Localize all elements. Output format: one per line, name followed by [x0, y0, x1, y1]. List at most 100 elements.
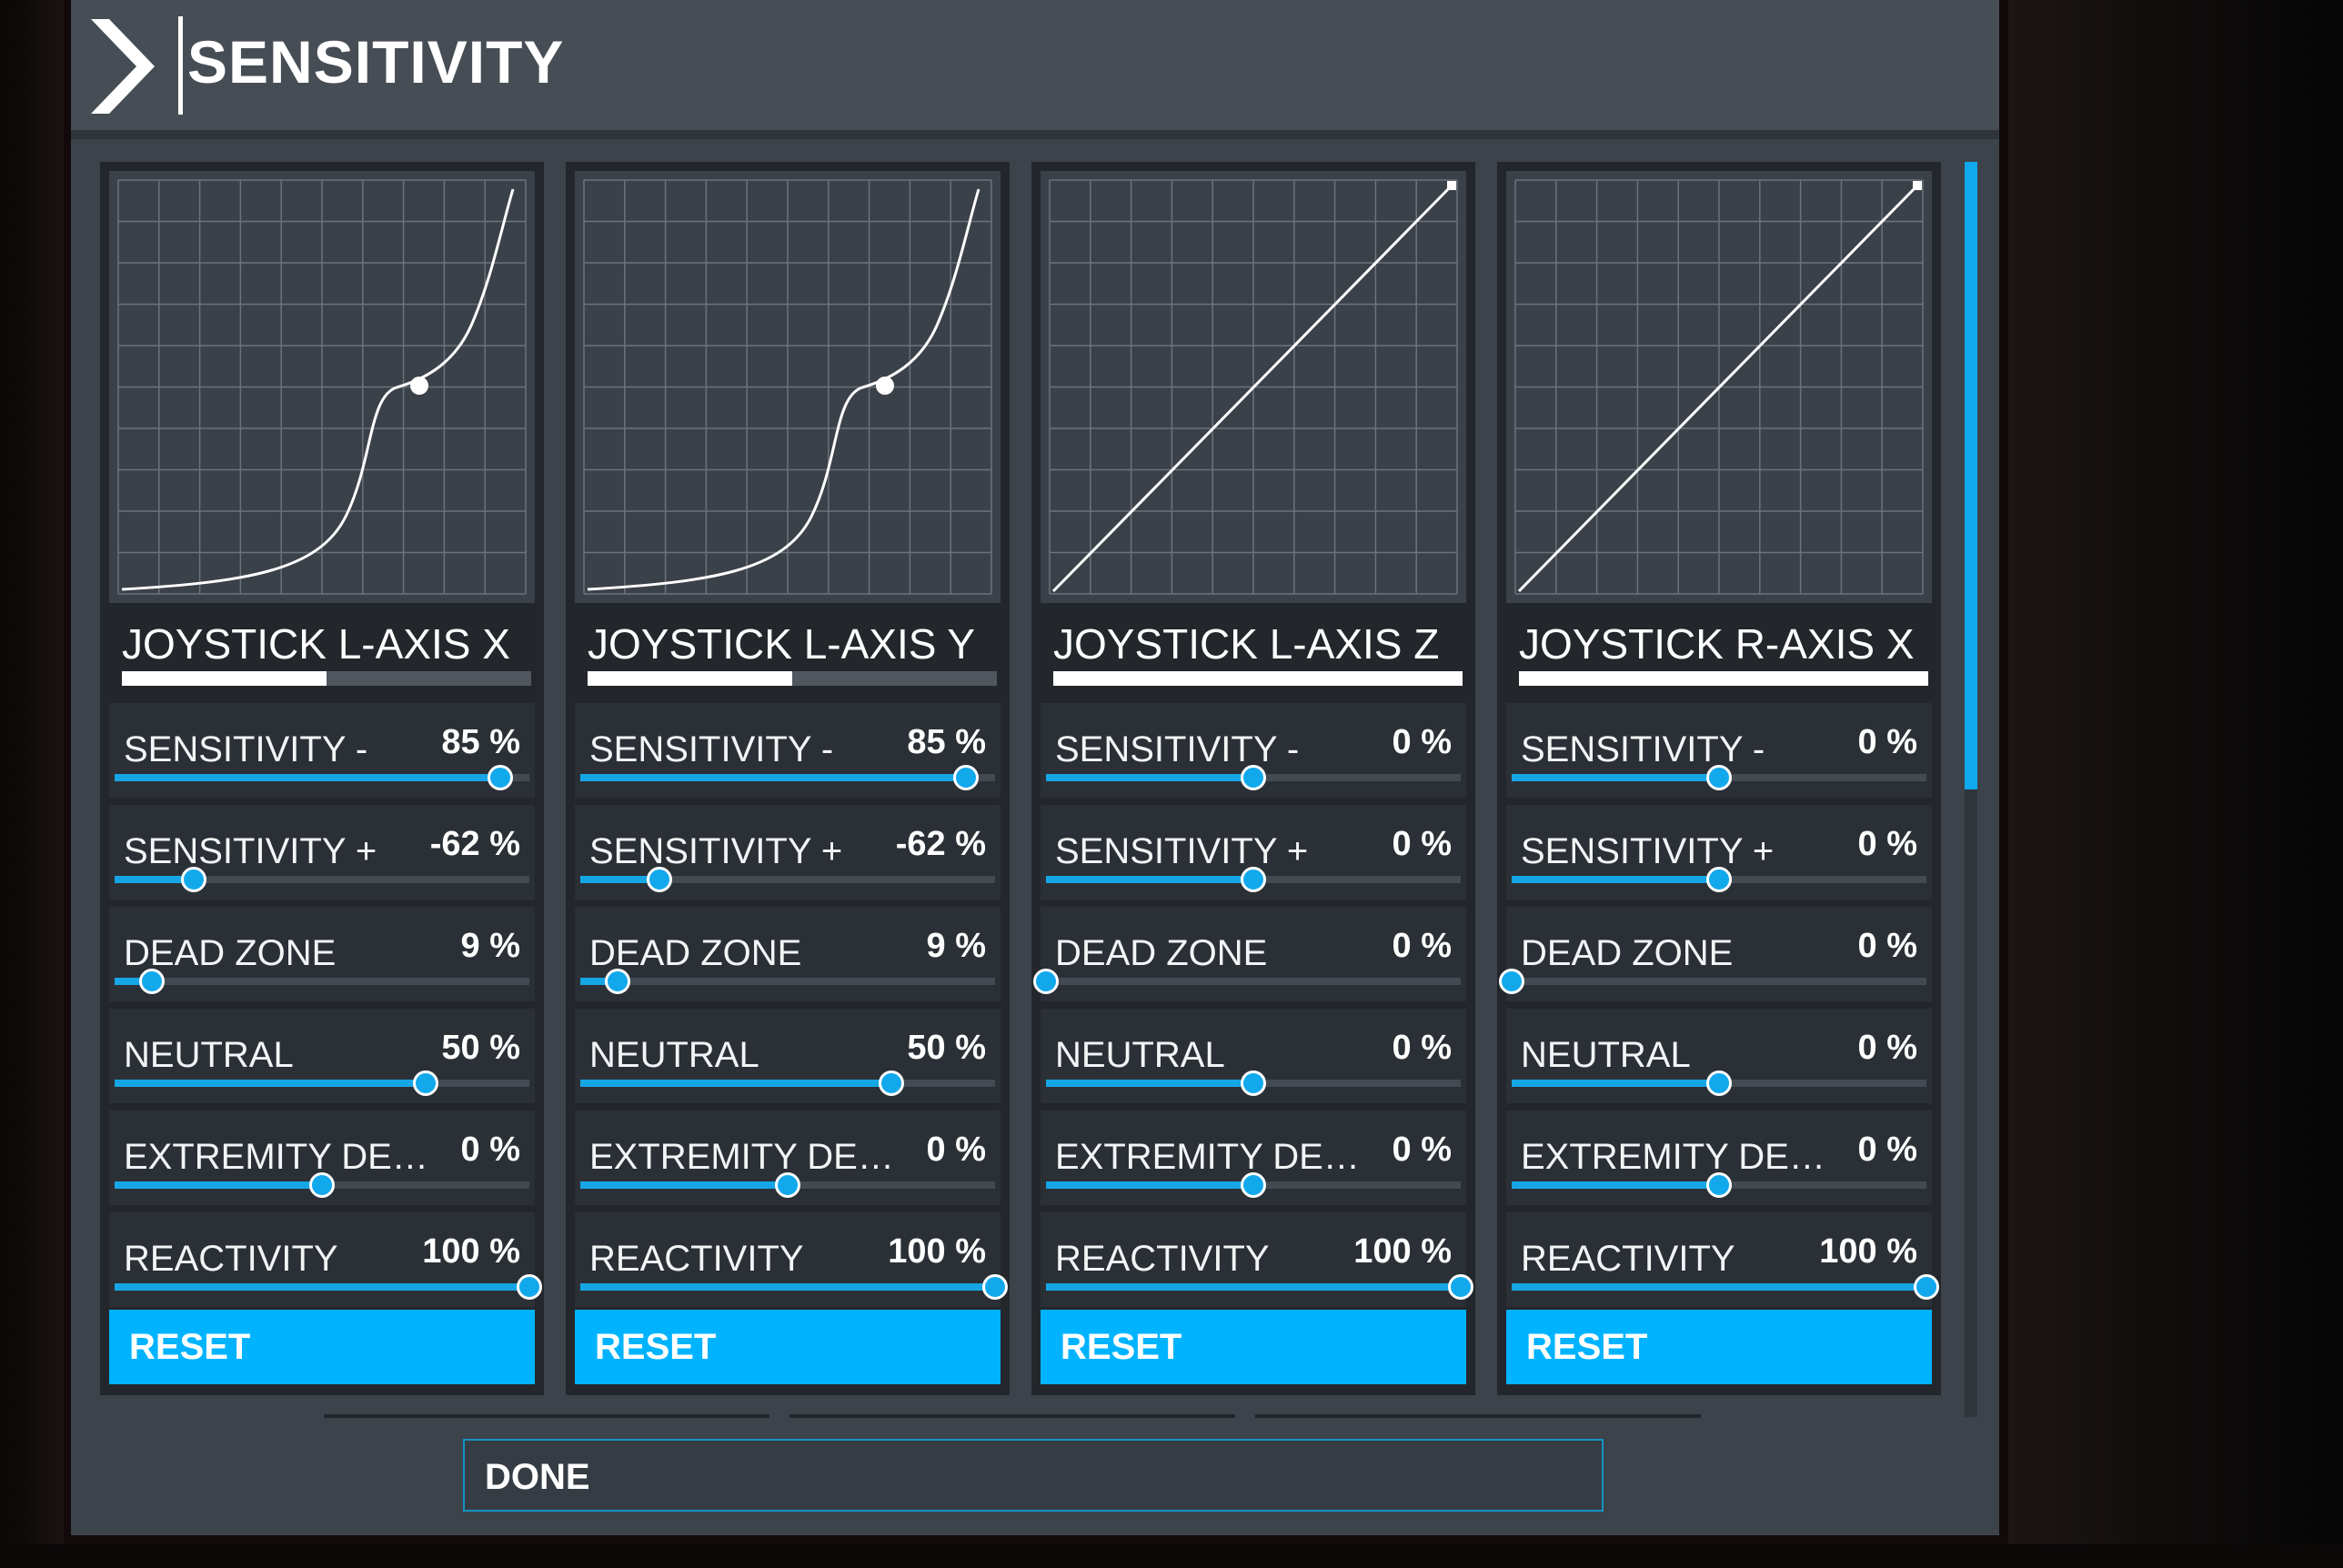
slider-thumb[interactable] — [139, 969, 166, 994]
setting-label: SENSITIVITY + — [124, 831, 377, 871]
setting-label: NEUTRAL — [124, 1035, 294, 1075]
setting-slider[interactable] — [115, 1070, 529, 1096]
setting-value: 0 % — [1392, 1029, 1452, 1067]
setting-label: SENSITIVITY + — [1055, 831, 1309, 871]
neutral-point-marker — [876, 377, 894, 395]
slider-thumb[interactable] — [1499, 969, 1524, 994]
slider-thumb[interactable] — [1448, 1274, 1473, 1300]
setting-slider[interactable] — [1512, 1070, 1926, 1096]
slider-thumb[interactable] — [1706, 867, 1732, 892]
setting-row-sensitivity-minus: SENSITIVITY - 0 % — [1506, 703, 1932, 798]
setting-slider[interactable] — [115, 1172, 529, 1198]
setting-slider[interactable] — [580, 969, 995, 994]
setting-slider[interactable] — [1512, 1274, 1939, 1300]
setting-slider[interactable] — [580, 1274, 1008, 1300]
setting-value: 100 % — [1353, 1232, 1452, 1271]
setting-label: EXTREMITY DEAD ZONE — [1521, 1137, 1830, 1177]
setting-value: 9 % — [460, 927, 520, 965]
setting-slider[interactable] — [1046, 1070, 1461, 1096]
axis-input-fill — [588, 671, 792, 686]
setting-slider[interactable] — [1046, 765, 1461, 790]
setting-label: DEAD ZONE — [124, 933, 337, 973]
setting-slider[interactable] — [1046, 867, 1461, 892]
slider-thumb[interactable] — [982, 1274, 1008, 1300]
slider-thumb[interactable] — [1706, 1070, 1732, 1096]
slider-fill — [1512, 1080, 1719, 1087]
vertical-scrollbar[interactable] — [1965, 162, 1977, 1417]
slider-thumb[interactable] — [1241, 867, 1266, 892]
slider-thumb[interactable] — [879, 1070, 904, 1096]
setting-value: 100 % — [888, 1232, 986, 1271]
slider-fill — [115, 1181, 322, 1189]
setting-value: 0 % — [1392, 1131, 1452, 1169]
setting-slider[interactable] — [1033, 969, 1461, 994]
slider-thumb[interactable] — [953, 765, 980, 790]
axis-title: JOYSTICK L-AXIS Y — [588, 620, 976, 668]
setting-slider[interactable] — [580, 765, 995, 790]
slider-thumb[interactable] — [605, 969, 631, 994]
setting-slider[interactable] — [115, 867, 529, 892]
reset-button[interactable]: RESET — [575, 1310, 1001, 1384]
setting-slider[interactable] — [580, 867, 995, 892]
slider-thumb[interactable] — [1033, 969, 1059, 994]
setting-slider[interactable] — [1046, 1172, 1461, 1198]
slider-fill — [1046, 1080, 1253, 1087]
setting-row-sensitivity-plus: SENSITIVITY + -62 % — [109, 805, 535, 900]
slider-fill — [1512, 1181, 1719, 1189]
setting-slider[interactable] — [115, 1274, 542, 1300]
setting-label: EXTREMITY DEAD ZONE — [1055, 1137, 1364, 1177]
reset-button[interactable]: RESET — [109, 1310, 535, 1384]
axis-input-bar — [1519, 671, 1928, 686]
setting-value: 0 % — [460, 1131, 520, 1169]
setting-value: 0 % — [1392, 825, 1452, 863]
setting-label: NEUTRAL — [589, 1035, 759, 1075]
graph-grid — [1514, 179, 1924, 595]
setting-slider[interactable] — [580, 1070, 995, 1096]
setting-slider[interactable] — [115, 765, 529, 790]
setting-row-sensitivity-minus: SENSITIVITY - 0 % — [1041, 703, 1466, 798]
background-left — [0, 0, 64, 1568]
axis-panel-l-axis-z: JOYSTICK L-AXIS Z SENSITIVITY - 0 % SENS… — [1031, 162, 1475, 1395]
setting-slider[interactable] — [1512, 1172, 1926, 1198]
done-button-label: DONE — [485, 1457, 590, 1497]
axis-panel-l-axis-x: JOYSTICK L-AXIS X SENSITIVITY - 85 % SEN… — [100, 162, 544, 1395]
setting-slider[interactable] — [1499, 969, 1926, 994]
setting-row-sensitivity-plus: SENSITIVITY + 0 % — [1041, 805, 1466, 900]
setting-row-sensitivity-minus: SENSITIVITY - 85 % — [575, 703, 1001, 798]
slider-thumb[interactable] — [1914, 1274, 1939, 1300]
slider-thumb[interactable] — [517, 1274, 542, 1300]
setting-label: DEAD ZONE — [1055, 933, 1268, 973]
sensitivity-dialog: SENSITIVITY JOYSTICK L-AXIS X SENSITIVIT… — [71, 0, 1999, 1535]
slider-thumb[interactable] — [1241, 1070, 1266, 1096]
setting-value: 50 % — [441, 1029, 520, 1067]
setting-row-dead-zone: DEAD ZONE 9 % — [575, 907, 1001, 1001]
setting-slider[interactable] — [115, 969, 529, 994]
done-button[interactable]: DONE — [463, 1439, 1604, 1512]
slider-thumb[interactable] — [488, 765, 514, 790]
setting-value: 85 % — [441, 723, 520, 761]
setting-slider[interactable] — [580, 1172, 995, 1198]
slider-thumb[interactable] — [1241, 765, 1266, 790]
slider-thumb[interactable] — [775, 1172, 800, 1198]
pagination-dash — [789, 1414, 1235, 1418]
setting-slider[interactable] — [1512, 765, 1926, 790]
reset-button[interactable]: RESET — [1506, 1310, 1932, 1384]
slider-thumb[interactable] — [1706, 1172, 1732, 1198]
slider-thumb[interactable] — [413, 1070, 438, 1096]
slider-thumb[interactable] — [646, 867, 672, 892]
setting-slider[interactable] — [1046, 1274, 1473, 1300]
background-right — [2008, 0, 2343, 1568]
slider-thumb[interactable] — [1706, 765, 1732, 790]
slider-thumb[interactable] — [309, 1172, 335, 1198]
setting-label: SENSITIVITY - — [124, 729, 368, 769]
slider-thumb[interactable] — [1241, 1172, 1266, 1198]
reset-button[interactable]: RESET — [1041, 1310, 1466, 1384]
slider-fill — [1046, 1283, 1461, 1291]
setting-row-sensitivity-minus: SENSITIVITY - 85 % — [109, 703, 535, 798]
setting-row-sensitivity-plus: SENSITIVITY + 0 % — [1506, 805, 1932, 900]
slider-thumb[interactable] — [180, 867, 206, 892]
slider-fill — [1512, 774, 1719, 781]
setting-value: 0 % — [1857, 1029, 1917, 1067]
setting-slider[interactable] — [1512, 867, 1926, 892]
scrollbar-thumb[interactable] — [1965, 162, 1977, 789]
